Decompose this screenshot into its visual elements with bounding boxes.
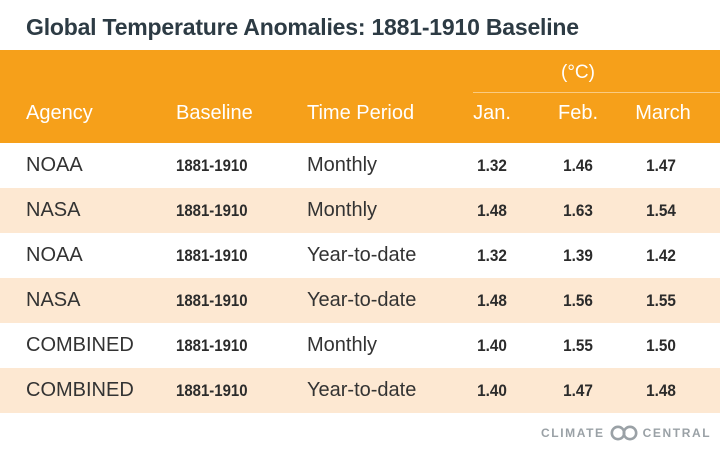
climate-central-logo: CLIMATE CENTRAL — [541, 424, 711, 442]
header-time-period: Time Period — [307, 102, 415, 124]
cell-baseline: 1881-1910 — [176, 201, 248, 220]
logo-text-left: CLIMATE — [541, 426, 605, 440]
header-baseline: Baseline — [176, 102, 253, 124]
chart-title: Global Temperature Anomalies: 1881-1910 … — [26, 14, 579, 40]
cell-time-period: Monthly — [307, 199, 378, 221]
cell-time-period: Year-to-date — [307, 244, 417, 266]
cell-baseline: 1881-1910 — [176, 246, 248, 265]
header-agency: Agency — [26, 102, 93, 124]
table-row: NOAA 1881-1910 Monthly 1.32 1.46 1.47 — [0, 143, 720, 188]
cell-jan: 1.48 — [477, 291, 507, 310]
cell-jan: 1.48 — [477, 201, 507, 220]
cell-baseline: 1881-1910 — [176, 291, 248, 310]
cell-agency: COMBINED — [26, 379, 134, 401]
logo-text-right: CENTRAL — [642, 426, 712, 440]
header-feb: Feb. — [557, 102, 599, 124]
cell-feb: 1.56 — [563, 291, 593, 310]
cell-jan: 1.40 — [477, 336, 507, 355]
table-header: (°C) Agency Baseline Time Period Jan. Fe… — [0, 50, 720, 143]
cell-agency: NASA — [26, 199, 81, 221]
cell-feb: 1.39 — [563, 246, 593, 265]
cell-agency: COMBINED — [26, 334, 134, 356]
cell-feb: 1.55 — [563, 336, 593, 355]
cell-baseline: 1881-1910 — [176, 336, 248, 355]
cell-agency: NOAA — [26, 154, 83, 176]
cell-baseline: 1881-1910 — [176, 381, 248, 400]
header-jan: Jan. — [473, 102, 511, 124]
cell-time-period: Monthly — [307, 154, 378, 176]
unit-divider — [473, 92, 720, 93]
header-march: March — [635, 102, 691, 124]
cell-time-period: Year-to-date — [307, 379, 417, 401]
table-row: COMBINED 1881-1910 Year-to-date 1.40 1.4… — [0, 368, 720, 413]
table-row: COMBINED 1881-1910 Monthly 1.40 1.55 1.5… — [0, 323, 720, 368]
cell-jan: 1.32 — [477, 156, 507, 175]
cell-jan: 1.32 — [477, 246, 507, 265]
cell-march: 1.42 — [646, 246, 676, 265]
cell-time-period: Year-to-date — [307, 289, 417, 311]
cell-feb: 1.46 — [563, 156, 593, 175]
cell-agency: NOAA — [26, 244, 83, 266]
cell-march: 1.55 — [646, 291, 676, 310]
logo-rings-icon — [610, 425, 638, 441]
cell-jan: 1.40 — [477, 381, 507, 400]
cell-march: 1.47 — [646, 156, 676, 175]
cell-march: 1.54 — [646, 201, 676, 220]
cell-march: 1.48 — [646, 381, 676, 400]
cell-agency: NASA — [26, 289, 81, 311]
cell-time-period: Monthly — [307, 334, 378, 356]
cell-feb: 1.47 — [563, 381, 593, 400]
unit-label: (°C) — [561, 62, 595, 83]
cell-feb: 1.63 — [563, 201, 593, 220]
cell-baseline: 1881-1910 — [176, 156, 248, 175]
cell-march: 1.50 — [646, 336, 676, 355]
table-row: NASA 1881-1910 Monthly 1.48 1.63 1.54 — [0, 188, 720, 233]
data-table: (°C) Agency Baseline Time Period Jan. Fe… — [0, 50, 720, 413]
table-row: NASA 1881-1910 Year-to-date 1.48 1.56 1.… — [0, 278, 720, 323]
table-row: NOAA 1881-1910 Year-to-date 1.32 1.39 1.… — [0, 233, 720, 278]
